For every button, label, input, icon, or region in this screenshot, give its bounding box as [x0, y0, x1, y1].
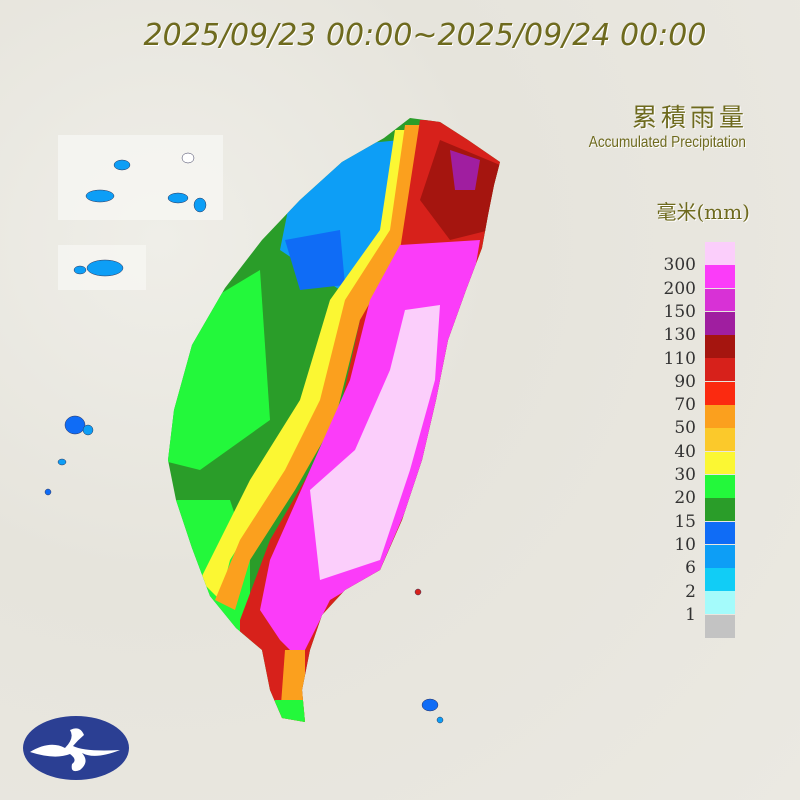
- legend-swatch: [705, 311, 735, 335]
- legend-label: 70: [674, 395, 696, 416]
- legend-label: 2: [685, 581, 696, 602]
- legend-swatch: [705, 591, 735, 615]
- legend-label: 30: [674, 465, 696, 485]
- legend-label: 50: [674, 418, 696, 439]
- legend-label: 10: [674, 534, 696, 555]
- legend-swatch: [705, 288, 735, 312]
- legend-label: 40: [674, 441, 696, 462]
- legend-label: 200: [663, 278, 696, 299]
- legend-swatch: [705, 568, 735, 591]
- legend-swatch: [705, 405, 735, 428]
- legend-label: 1: [685, 604, 696, 625]
- legend-label: 20: [674, 488, 696, 509]
- map-title: 2025/09/23 00:00~2025/09/24 00:00: [143, 18, 707, 53]
- legend-swatch: [705, 498, 735, 522]
- legend-label: 150: [663, 301, 696, 322]
- legend-swatch: [705, 358, 735, 382]
- legend-swatch: [705, 381, 735, 405]
- legend-swatch: [705, 428, 735, 452]
- legend-label: 15: [674, 511, 696, 532]
- legend-label: 130: [663, 325, 696, 346]
- cwa-logo: [23, 716, 129, 780]
- legend-title-zh: 累積雨量: [631, 103, 748, 132]
- legend-title-en: Accumulated Precipitation: [588, 134, 746, 151]
- legend-unit: 毫米(mm): [656, 200, 750, 224]
- legend-swatch: [705, 335, 735, 358]
- legend-swatch: [705, 265, 735, 289]
- legend-swatch: [705, 474, 735, 498]
- legend-swatch: [705, 544, 735, 568]
- legend-label: 90: [674, 371, 696, 392]
- legend-swatch: [705, 614, 735, 638]
- color-legend: [705, 242, 735, 638]
- legend-swatch: [705, 451, 735, 475]
- outlying-islands: [44, 135, 444, 724]
- legend-label: 6: [685, 558, 696, 579]
- legend-label: 110: [663, 348, 696, 369]
- legend-swatch: [705, 242, 735, 265]
- legend-label: 300: [663, 255, 696, 276]
- legend-swatch: [705, 521, 735, 545]
